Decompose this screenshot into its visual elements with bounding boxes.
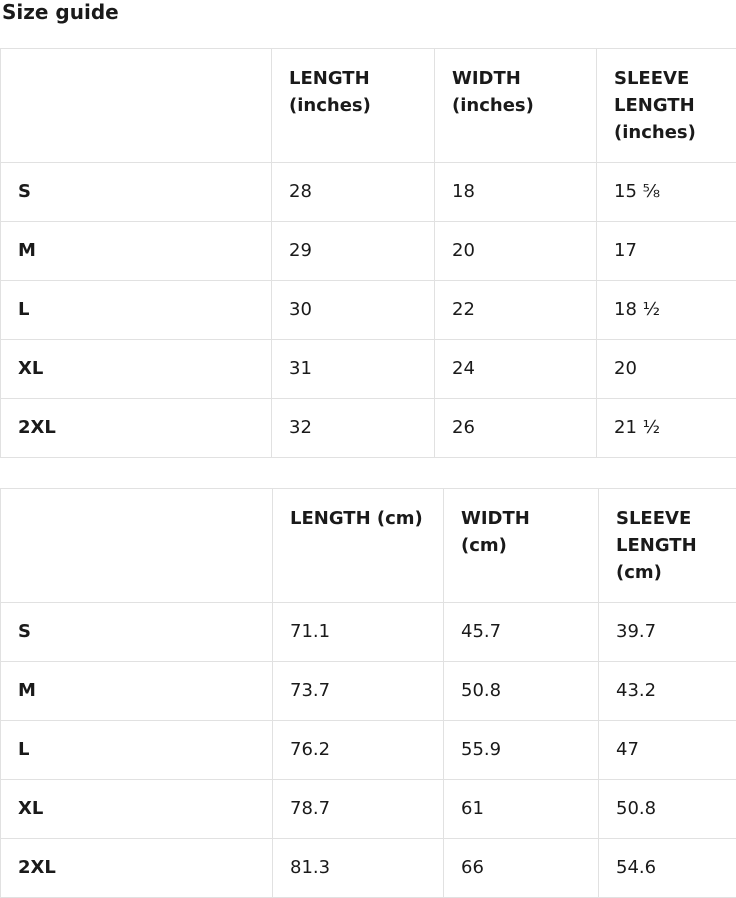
- column-header-sleeve-inches: SLEEVE LENGTH (inches): [597, 49, 736, 163]
- size-label: 2XL: [1, 399, 272, 458]
- measurement-value: 71.1: [273, 603, 444, 662]
- measurement-value: 47: [599, 721, 736, 780]
- measurement-value: 28: [272, 163, 435, 222]
- measurement-value: 50.8: [599, 780, 736, 839]
- measurement-value: 39.7: [599, 603, 736, 662]
- table-row: M 29 20 17: [1, 222, 736, 281]
- size-label: S: [1, 603, 273, 662]
- size-label: L: [1, 281, 272, 340]
- size-label: M: [1, 222, 272, 281]
- size-label: S: [1, 163, 272, 222]
- measurement-value: 61: [444, 780, 599, 839]
- size-label: M: [1, 662, 273, 721]
- size-table-cm: LENGTH (cm) WIDTH (cm) SLEEVE LENGTH (cm…: [0, 488, 736, 898]
- table-header-row: LENGTH (cm) WIDTH (cm) SLEEVE LENGTH (cm…: [1, 489, 736, 603]
- table-row: L 76.2 55.9 47: [1, 721, 736, 780]
- size-label: XL: [1, 340, 272, 399]
- column-header-length-cm: LENGTH (cm): [273, 489, 444, 603]
- table-row: M 73.7 50.8 43.2: [1, 662, 736, 721]
- size-label: XL: [1, 780, 273, 839]
- measurement-value: 43.2: [599, 662, 736, 721]
- size-label: L: [1, 721, 273, 780]
- measurement-value: 32: [272, 399, 435, 458]
- corner-cell: [1, 489, 273, 603]
- table-header-row: LENGTH (inches) WIDTH (inches) SLEEVE LE…: [1, 49, 736, 163]
- table-row: 2XL 32 26 21 ½: [1, 399, 736, 458]
- measurement-value: 50.8: [444, 662, 599, 721]
- measurement-value: 31: [272, 340, 435, 399]
- measurement-value: 54.6: [599, 839, 736, 898]
- measurement-value: 30: [272, 281, 435, 340]
- measurement-value: 29: [272, 222, 435, 281]
- measurement-value: 26: [435, 399, 597, 458]
- measurement-value: 66: [444, 839, 599, 898]
- measurement-value: 55.9: [444, 721, 599, 780]
- measurement-value: 18 ½: [597, 281, 736, 340]
- measurement-value: 73.7: [273, 662, 444, 721]
- measurement-value: 18: [435, 163, 597, 222]
- table-row: S 28 18 15 ⅝: [1, 163, 736, 222]
- size-table-inches: LENGTH (inches) WIDTH (inches) SLEEVE LE…: [0, 48, 736, 458]
- measurement-value: 24: [435, 340, 597, 399]
- measurement-value: 20: [435, 222, 597, 281]
- size-label: 2XL: [1, 839, 273, 898]
- corner-cell: [1, 49, 272, 163]
- table-row: L 30 22 18 ½: [1, 281, 736, 340]
- measurement-value: 15 ⅝: [597, 163, 736, 222]
- column-header-width-inches: WIDTH (inches): [435, 49, 597, 163]
- column-header-width-cm: WIDTH (cm): [444, 489, 599, 603]
- table-row: S 71.1 45.7 39.7: [1, 603, 736, 662]
- measurement-value: 78.7: [273, 780, 444, 839]
- column-header-sleeve-cm: SLEEVE LENGTH (cm): [599, 489, 736, 603]
- measurement-value: 81.3: [273, 839, 444, 898]
- measurement-value: 22: [435, 281, 597, 340]
- measurement-value: 17: [597, 222, 736, 281]
- measurement-value: 76.2: [273, 721, 444, 780]
- table-row: XL 78.7 61 50.8: [1, 780, 736, 839]
- measurement-value: 20: [597, 340, 736, 399]
- measurement-value: 21 ½: [597, 399, 736, 458]
- page-title: Size guide: [2, 1, 736, 24]
- column-header-length-inches: LENGTH (inches): [272, 49, 435, 163]
- table-row: XL 31 24 20: [1, 340, 736, 399]
- table-row: 2XL 81.3 66 54.6: [1, 839, 736, 898]
- measurement-value: 45.7: [444, 603, 599, 662]
